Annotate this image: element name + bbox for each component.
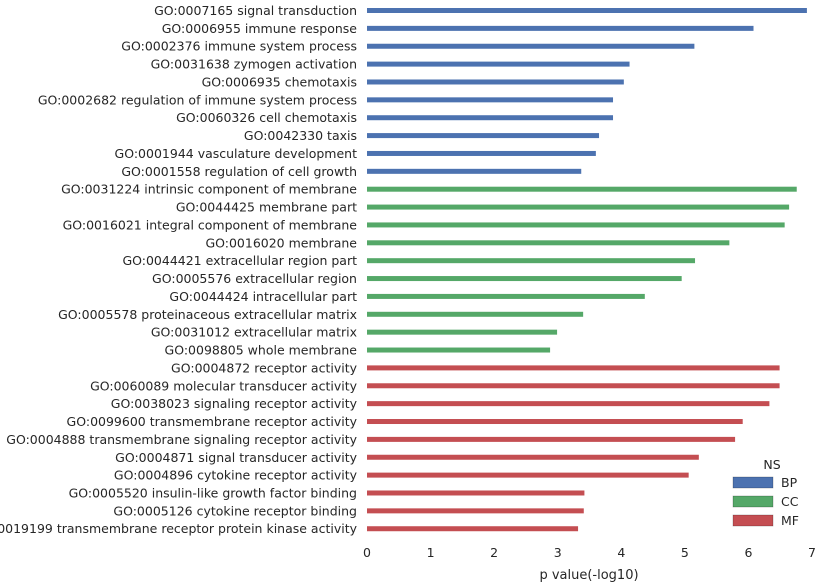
category-label: GO:0042330 taxis bbox=[244, 128, 357, 143]
bar bbox=[367, 293, 645, 299]
bar bbox=[367, 186, 797, 192]
bar bbox=[367, 204, 790, 210]
category-label: GO:0038023 signaling receptor activity bbox=[111, 396, 358, 411]
bar bbox=[367, 347, 551, 353]
x-tick-label: 2 bbox=[490, 545, 498, 560]
bar bbox=[367, 383, 780, 389]
bar bbox=[367, 61, 630, 67]
bar bbox=[367, 97, 614, 103]
legend-swatch bbox=[732, 514, 774, 527]
category-label: GO:0004871 signal transducer activity bbox=[115, 450, 357, 465]
category-label: GO:0002682 regulation of immune system p… bbox=[38, 92, 357, 107]
category-label: GO:0031638 zymogen activation bbox=[151, 57, 357, 72]
category-label: GO:0006935 chemotaxis bbox=[202, 74, 357, 89]
bar bbox=[367, 115, 614, 121]
category-label: GO:0016021 integral component of membran… bbox=[63, 217, 358, 232]
category-label: GO:0005126 cytokine receptor binding bbox=[113, 503, 357, 518]
bar bbox=[367, 419, 743, 425]
bar bbox=[367, 311, 584, 317]
category-label: GO:0004872 receptor activity bbox=[171, 360, 358, 375]
category-label: GO:0060089 molecular transducer activity bbox=[90, 378, 358, 393]
legend-label: CC bbox=[781, 494, 799, 509]
category-label: GO:0044425 membrane part bbox=[176, 200, 357, 215]
category-label: GO:0031224 intrinsic component of membra… bbox=[61, 182, 357, 197]
category-label: GO:0007165 signal transduction bbox=[154, 3, 357, 18]
x-axis-label: p value(-log10) bbox=[539, 568, 638, 583]
bar bbox=[367, 508, 584, 514]
bar bbox=[367, 43, 695, 49]
legend-swatch bbox=[732, 476, 774, 489]
legend-label: BP bbox=[781, 475, 798, 490]
category-label: GO:0005576 extracellular region bbox=[152, 271, 357, 286]
legend-entries: BP CC MF bbox=[732, 475, 799, 528]
bar bbox=[367, 365, 780, 371]
bar bbox=[367, 490, 585, 496]
x-tick-label: 5 bbox=[681, 545, 689, 560]
category-label: GO:0060326 cell chemotaxis bbox=[176, 110, 357, 125]
x-tick-label: 6 bbox=[744, 545, 752, 560]
bar bbox=[367, 8, 807, 13]
bar bbox=[367, 258, 696, 264]
bar bbox=[367, 222, 785, 228]
category-label: GO:0004896 cytokine receptor activity bbox=[114, 468, 358, 483]
category-label: GO:0002376 immune system process bbox=[121, 39, 357, 54]
category-label: GO:0099600 transmembrane receptor activi… bbox=[67, 414, 358, 429]
legend-label: MF bbox=[781, 513, 799, 528]
x-tick-label: 7 bbox=[808, 545, 816, 560]
bars-group bbox=[367, 8, 807, 532]
category-label: GO:0001944 vasculature development bbox=[115, 146, 358, 161]
bar bbox=[367, 133, 600, 139]
bar bbox=[367, 472, 689, 478]
x-tick-label: 1 bbox=[427, 545, 435, 560]
legend-swatch bbox=[732, 495, 774, 508]
category-label: GO:0005578 proteinaceous extracellular m… bbox=[58, 307, 357, 322]
legend: NS BP CC MF bbox=[732, 457, 799, 528]
legend-title: NS bbox=[763, 457, 780, 472]
category-label: GO:0005520 insulin-like growth factor bi… bbox=[69, 485, 357, 500]
x-tick-label: 3 bbox=[554, 545, 562, 560]
category-label: GO:0044424 intracellular part bbox=[169, 289, 357, 304]
bar bbox=[367, 150, 596, 156]
bar bbox=[367, 329, 558, 335]
bar bbox=[367, 79, 624, 85]
category-label: GO:0016020 membrane bbox=[205, 235, 357, 250]
x-tick-label: 0 bbox=[363, 545, 371, 560]
category-label: GO:0006955 immune response bbox=[162, 21, 358, 36]
category-labels-group: GO:0007165 signal transduction GO:0006955… bbox=[0, 3, 358, 536]
category-label: GO:0004888 transmembrane signaling recep… bbox=[6, 432, 357, 447]
category-label: GO:0044421 extracellular region part bbox=[122, 253, 357, 268]
bar bbox=[367, 401, 770, 407]
category-label: GO:0019199 transmembrane receptor protei… bbox=[0, 521, 358, 536]
category-label: GO:0031012 extracellular matrix bbox=[151, 325, 357, 340]
bar bbox=[367, 168, 582, 174]
x-ticks-group: 0 1 2 3 4 5 6 7 bbox=[363, 545, 816, 560]
category-label: GO:0098805 whole membrane bbox=[165, 343, 358, 358]
bar bbox=[367, 526, 579, 532]
category-label: GO:0001558 regulation of cell growth bbox=[121, 164, 357, 179]
bar bbox=[367, 240, 730, 246]
bar bbox=[367, 436, 736, 442]
bar bbox=[367, 25, 754, 31]
bar bbox=[367, 454, 699, 460]
x-tick-label: 4 bbox=[617, 545, 625, 560]
bar bbox=[367, 276, 682, 282]
